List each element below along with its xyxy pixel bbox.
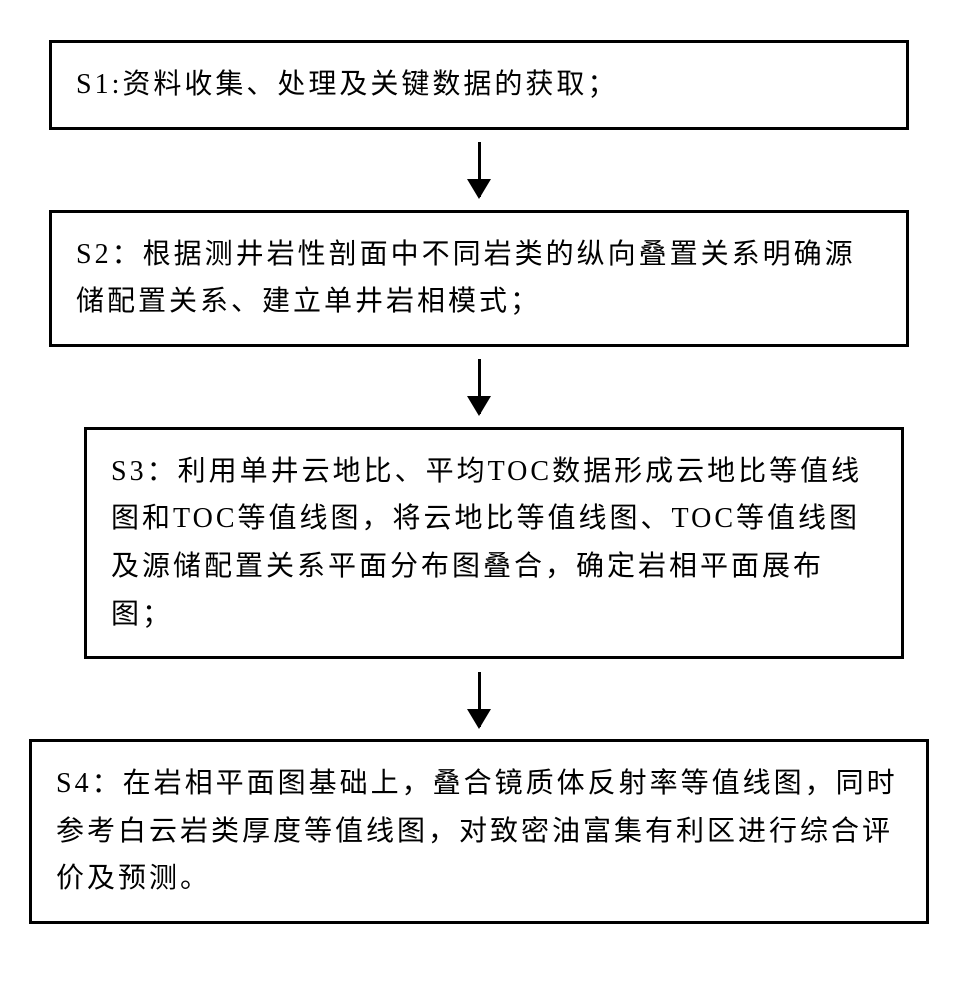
arrow-s3-s4 bbox=[478, 659, 481, 739]
arrow-icon bbox=[478, 142, 481, 197]
step-s4-box: S4：在岩相平面图基础上，叠合镜质体反射率等值线图，同时参考白云岩类厚度等值线图… bbox=[29, 739, 929, 924]
step-s1-box: S1:资料收集、处理及关键数据的获取； bbox=[49, 40, 909, 130]
step-s3-text: S3：利用单井云地比、平均TOC数据形成云地比等值线图和TOC等值线图，将云地比… bbox=[111, 448, 877, 638]
step-s3-box: S3：利用单井云地比、平均TOC数据形成云地比等值线图和TOC等值线图，将云地比… bbox=[84, 427, 904, 659]
arrow-s2-s3 bbox=[478, 347, 481, 427]
arrow-icon bbox=[478, 672, 481, 727]
step-s2-box: S2：根据测井岩性剖面中不同岩类的纵向叠置关系明确源储配置关系、建立单井岩相模式… bbox=[49, 210, 909, 347]
step-s4-text: S4：在岩相平面图基础上，叠合镜质体反射率等值线图，同时参考白云岩类厚度等值线图… bbox=[56, 760, 902, 903]
flowchart-container: S1:资料收集、处理及关键数据的获取； S2：根据测井岩性剖面中不同岩类的纵向叠… bbox=[20, 40, 938, 924]
step-s1-text: S1:资料收集、处理及关键数据的获取； bbox=[76, 61, 882, 109]
arrow-icon bbox=[478, 359, 481, 414]
arrow-s1-s2 bbox=[478, 130, 481, 210]
step-s2-text: S2：根据测井岩性剖面中不同岩类的纵向叠置关系明确源储配置关系、建立单井岩相模式… bbox=[76, 231, 882, 326]
